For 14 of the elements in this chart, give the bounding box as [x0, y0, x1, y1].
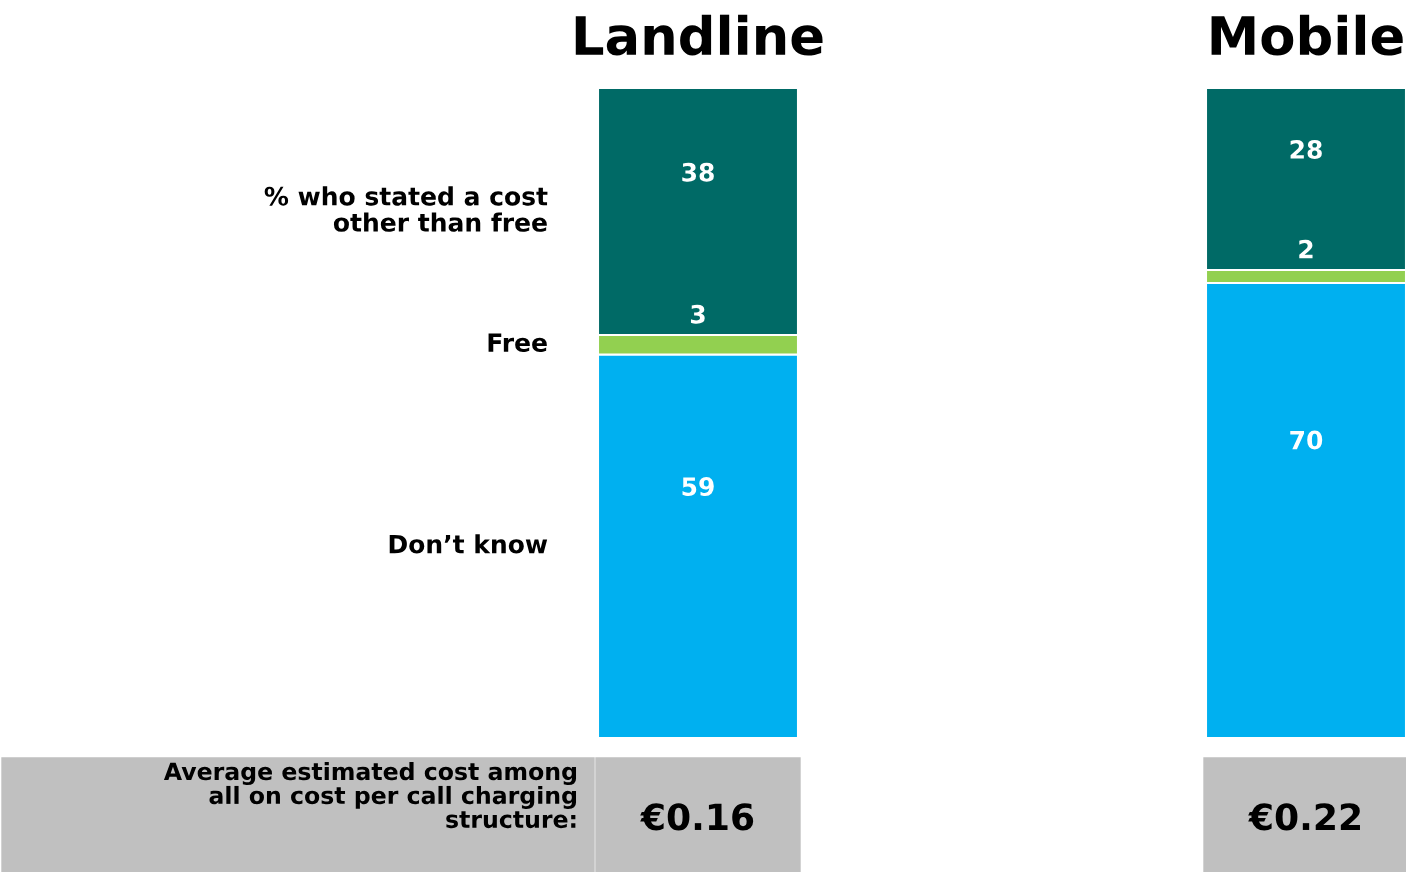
text: €0.16: [640, 803, 754, 831]
x-tick-label: Landline: [575, 14, 823, 56]
data-label: 70: [1290, 430, 1323, 450]
text: % who stated a cost other than free: [264, 186, 548, 232]
text: Free: [488, 333, 547, 352]
data-label: 38: [682, 162, 714, 182]
text: €0.22: [1248, 803, 1360, 831]
data-label: 2: [1299, 239, 1313, 259]
data-label: 28: [1290, 140, 1322, 159]
data-label: 59: [682, 477, 714, 496]
data-label: 3: [690, 304, 705, 324]
text: Don’t know: [389, 534, 548, 554]
text: Average estimated cost among all on cost per call charging structure:: [163, 762, 577, 829]
x-tick-label: Mobile: [1211, 14, 1403, 56]
